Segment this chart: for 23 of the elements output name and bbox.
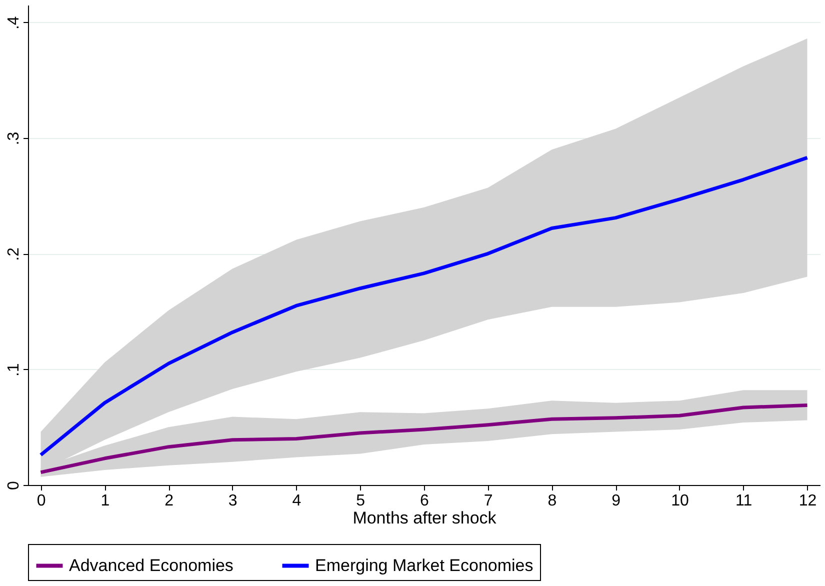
y-tick-label: .4 xyxy=(6,16,22,30)
x-tick-label: 2 xyxy=(164,492,174,510)
x-tick-label: 6 xyxy=(420,492,430,510)
x-axis-title: Months after shock xyxy=(352,508,497,528)
y-tick-label: .3 xyxy=(6,132,22,146)
x-tick-label: 10 xyxy=(671,492,689,510)
x-tick-label: 4 xyxy=(292,492,302,510)
y-tick-label: 0 xyxy=(6,480,22,490)
x-tick-label: 12 xyxy=(798,492,817,510)
x-tick-label: 8 xyxy=(548,492,557,510)
x-tick-label: 9 xyxy=(612,492,621,510)
line-series xyxy=(39,156,809,457)
line-series xyxy=(39,403,809,474)
y-tick-label: .1 xyxy=(6,363,22,377)
x-tick-label: 11 xyxy=(736,492,752,510)
x-tick-label: 7 xyxy=(484,492,493,510)
x-tick-label: 1 xyxy=(100,492,110,510)
legend-label: Advanced Economies xyxy=(69,556,234,575)
y-tick-label: .2 xyxy=(6,247,22,261)
x-tick-label: 0 xyxy=(36,492,46,510)
x-tick-label: 5 xyxy=(356,492,366,510)
x-tick-label: 3 xyxy=(228,492,238,510)
legend-label: Emerging Market Economies xyxy=(315,556,534,575)
